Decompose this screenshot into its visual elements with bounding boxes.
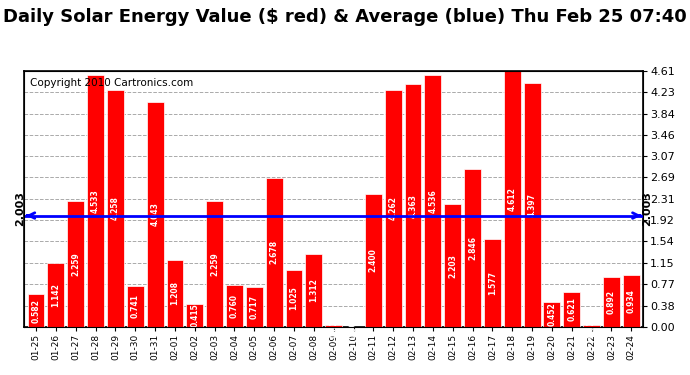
- Text: 4.612: 4.612: [508, 187, 517, 211]
- Bar: [524, 82, 540, 327]
- Text: 2.259: 2.259: [210, 252, 219, 276]
- Text: Copyright 2010 Cartronics.com: Copyright 2010 Cartronics.com: [30, 78, 194, 88]
- Text: 0.741: 0.741: [130, 294, 140, 318]
- Bar: [504, 70, 521, 327]
- Text: 0.028: 0.028: [587, 314, 596, 338]
- Text: 2.846: 2.846: [468, 236, 477, 260]
- Bar: [444, 204, 461, 327]
- Bar: [365, 194, 382, 327]
- Bar: [424, 75, 442, 327]
- Text: Daily Solar Energy Value ($ red) & Average (blue) Thu Feb 25 07:40: Daily Solar Energy Value ($ red) & Avera…: [3, 8, 687, 26]
- Bar: [623, 275, 640, 327]
- Text: 0.452: 0.452: [547, 302, 556, 326]
- Text: 1.208: 1.208: [170, 281, 179, 305]
- Text: 4.363: 4.363: [408, 194, 417, 217]
- Bar: [87, 75, 104, 327]
- Text: 0.717: 0.717: [250, 295, 259, 319]
- Text: 4.258: 4.258: [111, 196, 120, 220]
- Bar: [48, 263, 64, 327]
- Text: 2.003: 2.003: [642, 192, 652, 226]
- Bar: [484, 239, 501, 327]
- Bar: [306, 254, 322, 327]
- Bar: [226, 285, 243, 327]
- Bar: [325, 325, 342, 327]
- Text: 2.259: 2.259: [71, 252, 80, 276]
- Bar: [186, 304, 204, 327]
- Bar: [68, 201, 84, 327]
- Bar: [147, 102, 164, 327]
- Bar: [404, 84, 422, 327]
- Bar: [127, 286, 144, 327]
- Text: 0.934: 0.934: [627, 289, 635, 313]
- Bar: [206, 201, 223, 327]
- Text: 1.142: 1.142: [51, 283, 61, 307]
- Text: 2.400: 2.400: [369, 248, 378, 272]
- Text: 1.312: 1.312: [309, 278, 318, 302]
- Text: 2.203: 2.203: [448, 254, 457, 278]
- Text: 0.892: 0.892: [607, 290, 616, 314]
- Bar: [603, 277, 620, 327]
- Bar: [385, 90, 402, 327]
- Text: 4.397: 4.397: [528, 193, 537, 217]
- Text: 1.025: 1.025: [290, 286, 299, 310]
- Text: 1.577: 1.577: [488, 271, 497, 295]
- Text: 4.533: 4.533: [91, 189, 100, 213]
- Text: 0.582: 0.582: [32, 299, 41, 322]
- Text: 4.043: 4.043: [150, 202, 159, 226]
- Bar: [563, 292, 580, 327]
- Bar: [286, 270, 302, 327]
- Text: 4.536: 4.536: [428, 189, 437, 213]
- Bar: [28, 294, 44, 327]
- Bar: [107, 90, 124, 327]
- Text: 0.415: 0.415: [190, 303, 199, 327]
- Text: 0.000: 0.000: [349, 315, 358, 339]
- Bar: [246, 287, 263, 327]
- Text: 0.028: 0.028: [329, 314, 338, 338]
- Text: 2.003: 2.003: [15, 192, 25, 226]
- Bar: [166, 260, 184, 327]
- Text: 2.678: 2.678: [270, 240, 279, 264]
- Bar: [583, 325, 600, 327]
- Text: 4.262: 4.262: [388, 196, 397, 220]
- Bar: [464, 169, 481, 327]
- Bar: [544, 302, 560, 327]
- Text: 0.621: 0.621: [567, 298, 576, 321]
- Text: 0.760: 0.760: [230, 294, 239, 318]
- Bar: [266, 178, 283, 327]
